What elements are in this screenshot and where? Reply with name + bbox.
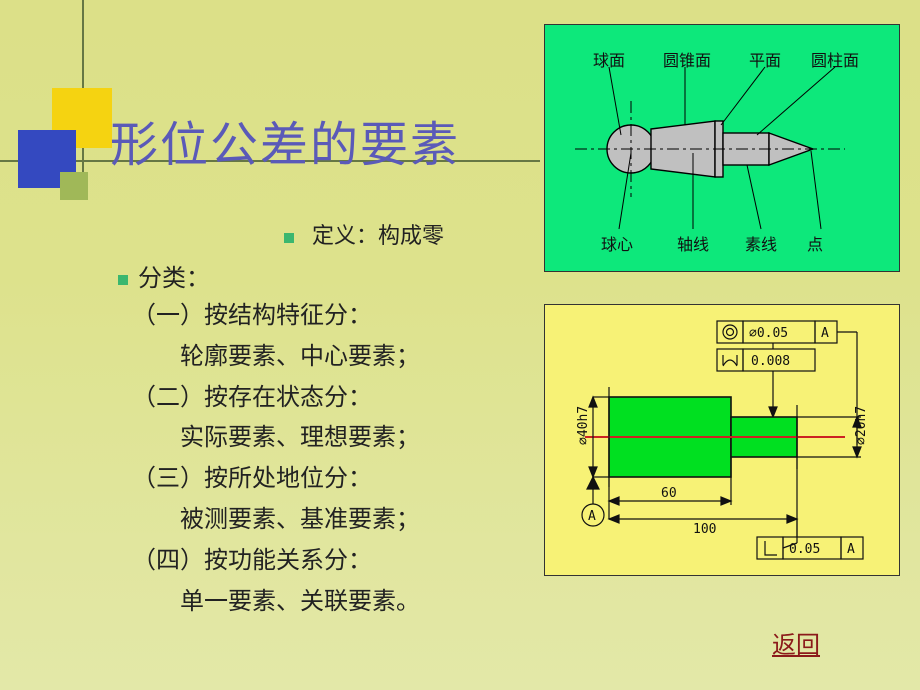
page-title: 形位公差的要素 [110,105,460,175]
dim-100: 100 [693,522,716,537]
tol2-value: 0.008 [751,354,790,369]
datum-A: A [588,509,596,524]
category-body: 单一要素、关联要素。 [132,582,420,623]
bullet-icon [118,275,128,285]
category-head: （二）按存在状态分： [132,378,420,419]
dim-60: 60 [661,486,677,501]
figure-bottom-svg: ∅0.05 A 0.008 [545,305,901,577]
category-body: 轮廓要素、中心要素； [132,337,420,378]
category-item-1: （一）按结构特征分： 轮廓要素、中心要素； [132,296,420,378]
definition-text: 定义：构成零 [312,218,444,250]
category-body: 被测要素、基准要素； [132,500,420,541]
category-row: 分类： [118,258,210,293]
category-body: 实际要素、理想要素； [132,418,420,459]
dim-left-v: ∅40h7 [576,406,591,445]
category-item-3: （三）按所处地位分： 被测要素、基准要素； [132,459,420,541]
dim-right-v: ∅20h7 [854,406,869,445]
figure-bottom: ∅0.05 A 0.008 [544,304,900,576]
return-link[interactable]: 返回 [772,625,820,660]
figure-top: 球面 圆锥面 平面 圆柱面 球心 轴线 素线 点 [544,24,900,272]
category-item-4: （四）按功能关系分： 单一要素、关联要素。 [132,541,420,623]
definition-row: 定义：构成零 [284,218,444,250]
category-list: （一）按结构特征分： 轮廓要素、中心要素； （二）按存在状态分： 实际要素、理想… [132,296,420,622]
category-head: （四）按功能关系分： [132,541,420,582]
deco-square-olive [60,172,88,200]
tol1-value: ∅0.05 [749,326,788,341]
bullet-icon [284,233,294,243]
tol1-datum: A [821,326,829,341]
category-item-2: （二）按存在状态分： 实际要素、理想要素； [132,378,420,460]
category-head: （一）按结构特征分： [132,296,420,337]
figure-top-svg [545,25,901,273]
category-head: （三）按所处地位分： [132,459,420,500]
category-label: 分类： [138,258,210,293]
tol3-datum: A [847,542,855,557]
